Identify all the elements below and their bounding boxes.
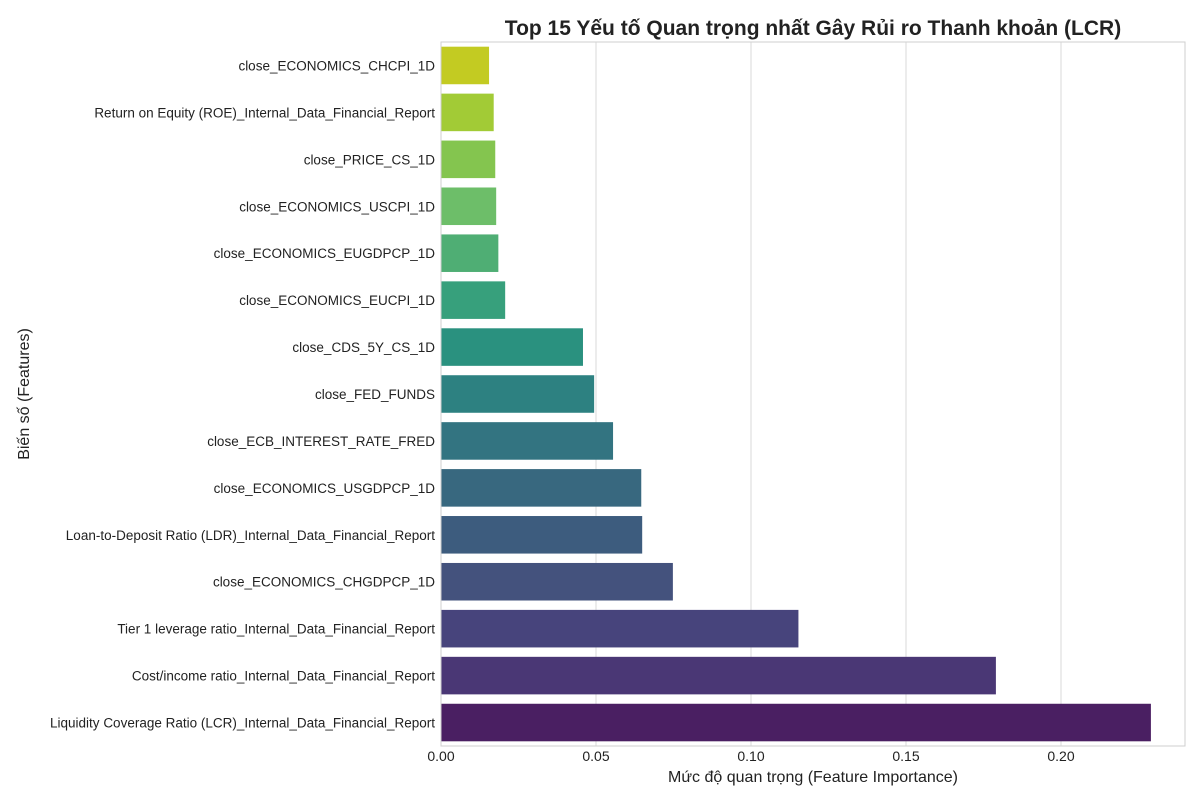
chart-title: Top 15 Yếu tố Quan trọng nhất Gây Rủi ro… — [505, 17, 1121, 40]
bar — [441, 375, 595, 413]
category-label: close_ECONOMICS_CHGDPCP_1D — [213, 575, 435, 590]
bar — [441, 562, 673, 601]
category-label: close_FED_FUNDS — [315, 387, 435, 402]
category-label: Tier 1 leverage ratio_Internal_Data_Fina… — [117, 622, 435, 637]
bar — [441, 422, 614, 460]
bar — [441, 703, 1151, 742]
x-tick-label: 0.10 — [737, 748, 764, 764]
bar — [441, 187, 497, 226]
category-label: close_ECONOMICS_USCPI_1D — [239, 199, 435, 214]
category-label: close_ECONOMICS_CHCPI_1D — [238, 58, 435, 73]
category-labels: close_ECONOMICS_CHCPI_1D Return on Equity… — [50, 58, 435, 730]
category-label: Loan-to-Deposit Ratio (LDR)_Internal_Dat… — [66, 528, 435, 543]
x-tick-labels: 0.00 0.05 0.10 0.15 0.20 — [427, 748, 1074, 764]
bar — [441, 328, 583, 366]
y-axis-label: Biến số (Features) — [16, 328, 33, 460]
category-label: close_PRICE_CS_1D — [304, 152, 436, 167]
x-tick-label: 0.00 — [427, 748, 454, 764]
bars — [441, 46, 1151, 742]
x-tick-label: 0.20 — [1047, 748, 1074, 764]
bar — [441, 516, 643, 554]
plot-frame — [440, 41, 1186, 747]
category-label: close_ECONOMICS_EUCPI_1D — [239, 293, 435, 308]
bar — [441, 46, 490, 85]
category-label: close_CDS_5Y_CS_1D — [292, 340, 435, 355]
x-axis-label: Mức độ quan trọng (Feature Importance) — [668, 769, 958, 786]
bar — [441, 140, 496, 179]
bar — [441, 656, 996, 695]
bar — [441, 281, 506, 319]
x-tick-label: 0.15 — [892, 748, 919, 764]
category-label: Cost/income ratio_Internal_Data_Financia… — [132, 669, 435, 684]
bar — [441, 234, 499, 272]
x-tick-label: 0.05 — [582, 748, 609, 764]
category-label: Liquidity Coverage Ratio (LCR)_Internal_… — [50, 716, 435, 731]
category-label: Return on Equity (ROE)_Internal_Data_Fin… — [94, 105, 435, 120]
category-label: close_ECB_INTEREST_RATE_FRED — [207, 434, 435, 449]
category-label: close_ECONOMICS_EUGDPCP_1D — [214, 246, 436, 261]
bar — [441, 609, 799, 648]
category-label: close_ECONOMICS_USGDPCP_1D — [214, 481, 436, 496]
bar — [441, 93, 494, 132]
bar — [441, 469, 642, 507]
